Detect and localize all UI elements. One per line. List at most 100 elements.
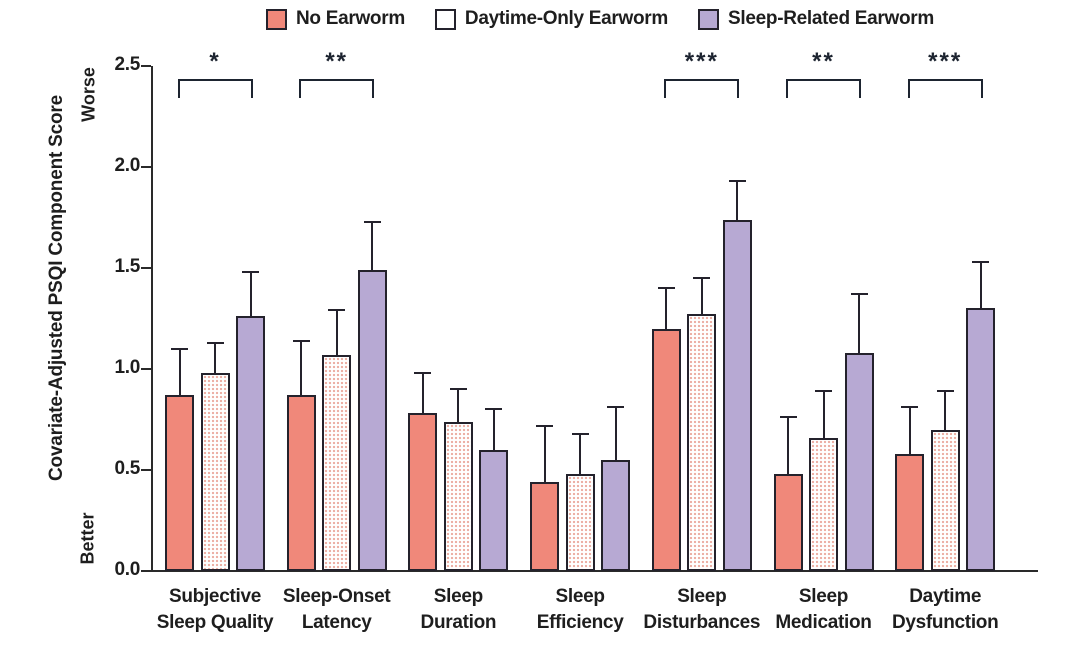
bar: [722, 219, 752, 571]
error-bar-stem: [492, 409, 495, 450]
legend-label: Daytime-Only Earworm: [464, 8, 668, 29]
significance-bracket: [907, 79, 983, 98]
category-label-line: Sleep: [798, 586, 849, 607]
bar: [809, 437, 838, 571]
error-bar-stem: [300, 340, 303, 396]
bar: [773, 474, 803, 571]
legend-swatch-icon: [434, 8, 456, 30]
y-tick-label: 0.0: [114, 559, 140, 580]
error-bar-stem: [908, 407, 911, 454]
error-bar-stem: [736, 181, 739, 220]
error-bar-stem: [787, 417, 789, 475]
significance-label: ***: [928, 48, 963, 75]
category-label-line: Sleep: [555, 586, 605, 607]
category-label: Sleep Duration: [392, 584, 524, 636]
error-bar-stem: [700, 278, 703, 315]
category-label-line: Medication: [775, 612, 872, 633]
y-tick-label: 1.5: [114, 256, 140, 277]
error-bar-stem: [371, 221, 374, 270]
error-bar-cap: [328, 309, 346, 312]
y-tick-mark: [141, 267, 151, 269]
bar: [479, 449, 509, 571]
bar: [930, 429, 960, 571]
error-bar-cap: [607, 406, 625, 409]
error-bar-cap: [728, 180, 746, 183]
error-bar-cap: [972, 260, 990, 263]
bar: [408, 413, 438, 571]
error-bar-stem: [858, 294, 860, 353]
legend-item: Daytime-Only Earworm: [434, 8, 668, 30]
y-tick-mark: [141, 469, 151, 471]
significance-bracket: [299, 79, 375, 98]
y-axis-worse-label: Worse: [78, 67, 99, 122]
error-bar-cap: [815, 390, 832, 393]
bar: [895, 453, 925, 571]
error-bar-cap: [414, 372, 432, 375]
legend-label: No Earworm: [296, 8, 405, 29]
error-bar-stem: [579, 433, 582, 475]
bar: [200, 373, 230, 571]
category-label-line: Sleep: [433, 586, 484, 607]
significance-label: **: [812, 48, 835, 75]
y-tick-mark: [141, 570, 151, 572]
error-bar-cap: [242, 271, 259, 274]
error-bar-stem: [178, 348, 181, 396]
error-bar-cap: [485, 408, 503, 411]
category-label: Subjective Sleep Quality: [149, 584, 281, 636]
category-label: Sleep Medication: [758, 584, 890, 636]
error-bar-stem: [665, 288, 668, 329]
error-bar-cap: [850, 293, 868, 296]
bar: [966, 308, 996, 571]
significance-bracket: [177, 79, 253, 98]
legend-item: Sleep-Related Earworm: [698, 8, 934, 30]
error-bar-cap: [292, 339, 310, 342]
legend-label: Sleep-Related Earworm: [728, 8, 934, 29]
bar: [236, 316, 265, 571]
y-tick-mark: [141, 368, 151, 370]
x-axis-line: [142, 570, 1038, 572]
error-bar-cap: [171, 347, 188, 350]
category-label-line: Sleep: [677, 586, 727, 607]
error-bar-stem: [979, 261, 982, 309]
error-bar-stem: [543, 425, 546, 483]
bar: [565, 474, 595, 571]
bar: [286, 395, 316, 571]
error-bar-stem: [944, 391, 947, 430]
error-bar-cap: [693, 277, 711, 280]
category-label: Sleep-Onset Latency: [271, 584, 403, 636]
error-bar-stem: [421, 373, 424, 414]
category-label-line: Duration: [420, 612, 497, 633]
bar: [651, 328, 681, 571]
y-tick-mark: [141, 65, 151, 67]
error-bar-stem: [822, 391, 825, 438]
y-tick-label: 0.5: [114, 458, 140, 479]
y-tick-label: 2.0: [114, 155, 140, 176]
error-bar-stem: [214, 342, 216, 374]
significance-label: ***: [684, 48, 719, 75]
category-label: Sleep Disturbances: [636, 584, 768, 636]
significance-label: **: [325, 48, 349, 75]
chart-legend: No Earworm Daytime-Only Earworm Sleep-Rela…: [266, 8, 934, 30]
bar: [687, 314, 717, 571]
error-bar-cap: [936, 390, 954, 393]
error-bar-cap: [449, 388, 467, 391]
category-label-line: Efficiency: [536, 612, 624, 633]
category-label: Sleep Efficiency: [514, 584, 646, 636]
bar: [357, 270, 387, 571]
error-bar-cap: [206, 341, 224, 344]
error-bar-cap: [571, 432, 589, 435]
y-tick-label: 2.5: [114, 54, 140, 75]
error-bar-stem: [457, 389, 460, 422]
category-label-line: Disturbances: [643, 612, 761, 633]
category-label-line: Sleep-Onset: [282, 586, 391, 607]
bar: [443, 421, 473, 571]
y-axis-title: Covariate-Adjusted PSQI Component Score: [46, 95, 67, 481]
category-label-line: Sleep Quality: [156, 612, 274, 633]
bar: [601, 459, 631, 571]
bar: [844, 352, 874, 571]
error-bar-stem: [614, 407, 617, 460]
error-bar-cap: [536, 424, 554, 427]
legend-swatch-icon: [266, 8, 287, 30]
error-bar-cap: [901, 406, 919, 409]
